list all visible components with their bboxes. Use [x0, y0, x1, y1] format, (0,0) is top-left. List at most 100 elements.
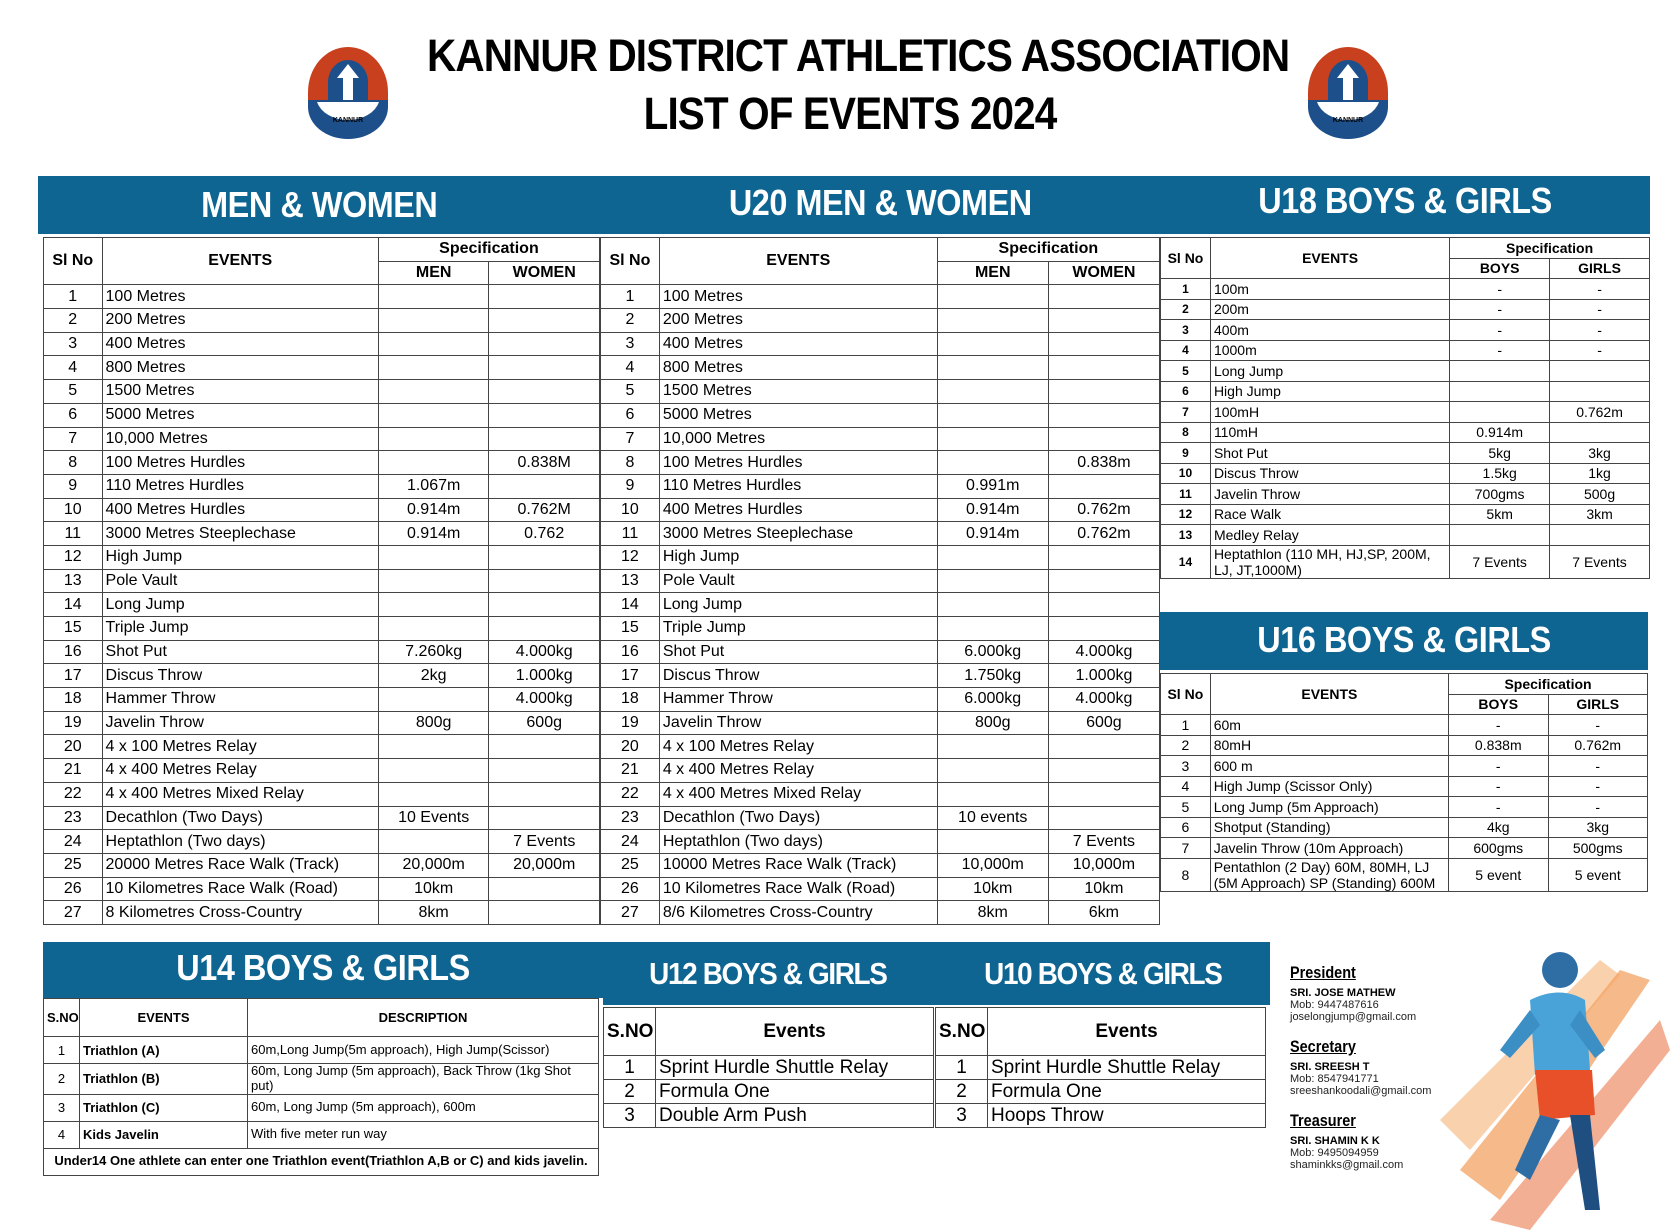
- spec-cell: 20,000m: [377, 852, 490, 878]
- spec-cell: [488, 473, 600, 499]
- spec-cell: 3km: [1549, 503, 1650, 525]
- sl-no-cell: 7: [43, 426, 103, 452]
- sl-no-cell: 13: [1160, 524, 1211, 546]
- sl-no-cell: 21: [43, 758, 103, 783]
- spec-cell: [377, 829, 490, 854]
- spec-cell: [1449, 524, 1551, 546]
- sl-no-cell: 8: [1160, 857, 1211, 892]
- event-name-cell: Pentathlon (2 Day) 60M, 80MH, LJ (5M App…: [1209, 857, 1450, 892]
- spec-cell: 0.838M: [488, 450, 600, 475]
- table-row: 2 80mH 0.838m 0.762m: [1160, 734, 1648, 756]
- table-row: 2 200 Metres: [43, 308, 600, 333]
- table-row: 3 400 Metres: [43, 331, 600, 357]
- spec-cell: [1047, 805, 1161, 831]
- sl-no-cell: 18: [43, 687, 103, 712]
- official-email[interactable]: joselongjump@gmail.com: [1290, 1011, 1417, 1023]
- spec-cell: [377, 616, 490, 641]
- event-name-cell: 4 x 100 Metres Relay: [658, 734, 938, 760]
- table-row: 4 1000m - -: [1160, 339, 1650, 361]
- column-header-specification: Specification: [1449, 237, 1650, 259]
- official-email[interactable]: sreeshankoodali@gmail.com: [1290, 1085, 1432, 1097]
- official-role: Treasurer: [1290, 1111, 1356, 1130]
- table-row: 2 Formula One: [935, 1079, 1266, 1104]
- spec-cell: [1047, 402, 1161, 428]
- sl-no-cell: 10: [43, 497, 103, 523]
- spec-cell: [377, 379, 490, 404]
- spec-cell: 500gms: [1547, 837, 1648, 859]
- spec-cell: [1047, 331, 1161, 357]
- event-name-cell: Kids Javelin: [79, 1120, 248, 1149]
- section-title-u12: U12 BOYS & GIRLS: [649, 956, 888, 991]
- spec-cell: [1047, 544, 1161, 570]
- table-subheader-row: BOYS GIRLS: [1161, 257, 1650, 279]
- spec-cell: 800g: [377, 710, 490, 736]
- event-name-cell: Javelin Throw: [1209, 483, 1451, 505]
- table-row: 14 Long Jump: [43, 592, 600, 617]
- spec-cell: 3kg: [1547, 816, 1648, 838]
- spec-cell: [1047, 308, 1161, 333]
- spec-cell: [488, 616, 600, 641]
- sl-no-cell: 1: [600, 284, 660, 310]
- spec-cell: 5kg: [1449, 442, 1551, 464]
- sl-no-cell: 3: [43, 1093, 80, 1122]
- description-cell: 60m,Long Jump(5m approach), High Jump(Sc…: [247, 1036, 599, 1064]
- spec-cell: -: [1549, 278, 1650, 300]
- event-name-cell: Double Arm Push: [655, 1103, 934, 1128]
- spec-cell: -: [1449, 319, 1551, 341]
- column-header-girls: GIRLS: [1549, 257, 1650, 279]
- sl-no-cell: 3: [43, 331, 103, 357]
- table-row: 5 Long Jump: [1160, 360, 1650, 382]
- table-row: 3 Triathlon (C) 60m, Long Jump (5m approac…: [43, 1093, 599, 1122]
- sl-no-cell: 27: [600, 900, 660, 925]
- event-name-cell: 200 Metres: [101, 308, 379, 333]
- event-name-cell: Sprint Hurdle Shuttle Relay: [655, 1055, 934, 1080]
- spec-cell: -: [1547, 775, 1648, 797]
- table-row: 21 4 x 400 Metres Relay: [43, 758, 600, 783]
- spec-cell: 10 Events: [377, 805, 490, 831]
- event-name-cell: 4 x 400 Metres Mixed Relay: [101, 781, 379, 807]
- table-row: 5 1500 Metres: [43, 379, 600, 404]
- spec-cell: [488, 402, 600, 428]
- spec-cell: [936, 592, 1049, 617]
- sl-no-cell: 26: [43, 876, 103, 902]
- table-row: 19 Javelin Throw 800g 600g: [600, 710, 1161, 736]
- event-name-cell: 800 Metres: [658, 355, 938, 381]
- column-header-specification: Specification: [377, 237, 601, 262]
- spec-cell: 700gms: [1449, 483, 1551, 505]
- sl-no-cell: 12: [1160, 503, 1211, 525]
- table-row: 4 High Jump (Scissor Only) - -: [1160, 775, 1648, 797]
- spec-cell: [377, 734, 490, 760]
- event-name-cell: Long Jump (5m Approach): [1209, 796, 1450, 818]
- table-row: 9 Shot Put 5kg 3kg: [1160, 442, 1650, 464]
- spec-cell: 5km: [1449, 503, 1551, 525]
- table-row: 10 Discus Throw 1.5kg 1kg: [1160, 462, 1650, 484]
- table-row: 27 8/6 Kilometres Cross-Country 8km 6km: [600, 900, 1161, 925]
- spec-cell: [488, 331, 600, 357]
- table-row: 21 4 x 400 Metres Relay: [600, 758, 1161, 783]
- spec-cell: [936, 616, 1049, 641]
- column-header-women: WOMEN: [1047, 260, 1161, 286]
- spec-cell: 10km: [936, 876, 1049, 902]
- sl-no-cell: 17: [43, 663, 103, 689]
- spec-cell: [1047, 734, 1161, 760]
- event-name-cell: 100 Metres Hurdles: [101, 450, 379, 475]
- event-name-cell: Shot Put: [1209, 442, 1451, 464]
- spec-cell: [377, 355, 490, 381]
- official-email[interactable]: shaminkks@gmail.com: [1290, 1159, 1404, 1171]
- spec-cell: [1449, 401, 1551, 423]
- column-header-specification: Specification: [936, 237, 1161, 262]
- sl-no-cell: 9: [600, 473, 660, 499]
- spec-cell: [1449, 360, 1551, 382]
- spec-cell: [936, 308, 1049, 333]
- spec-cell: 10,000m: [936, 852, 1049, 878]
- sl-no-cell: 19: [600, 710, 660, 736]
- spec-cell: [488, 805, 600, 831]
- table-row: 26 10 Kilometres Race Walk (Road) 10km: [43, 876, 600, 902]
- description-cell: 60m, Long Jump (5m approach), Back Throw…: [247, 1063, 599, 1095]
- spec-cell: -: [1449, 298, 1551, 320]
- sl-no-cell: 3: [935, 1103, 988, 1128]
- sl-no-cell: 18: [600, 687, 660, 712]
- spec-cell: [1449, 380, 1551, 402]
- spec-cell: 0.914m: [1449, 421, 1551, 443]
- spec-cell: 7 Events: [1047, 829, 1161, 854]
